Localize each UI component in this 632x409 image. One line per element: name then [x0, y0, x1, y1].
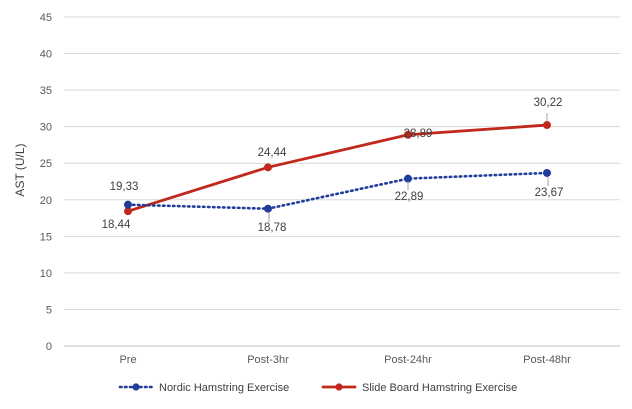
- legend-label-nordic: Nordic Hamstring Exercise: [159, 382, 289, 394]
- data-label-nordic: 18,78: [258, 222, 287, 234]
- y-tick-label: 5: [46, 304, 52, 316]
- data-point-nordic: [124, 200, 132, 209]
- y-tick-label: 10: [40, 268, 52, 280]
- data-point-slide-board: [264, 163, 272, 172]
- legend-label-slide-board: Slide Board Hamstring Exercise: [362, 382, 517, 394]
- y-tick-label: 0: [46, 341, 52, 353]
- y-tick-label: 45: [40, 12, 52, 24]
- data-label-nordic: 23,67: [535, 187, 564, 199]
- gridlines: [64, 16, 620, 347]
- data-label-slide-board: 24,44: [258, 147, 287, 159]
- data-point-slide-board: [404, 130, 412, 139]
- x-tick-label: Post-48hr: [523, 354, 571, 366]
- y-tick-label: 25: [40, 158, 52, 170]
- data-point-slide-board: [543, 121, 551, 130]
- data-label-nordic: 19,33: [110, 181, 139, 193]
- data-label-slide-board: 30,22: [534, 97, 563, 109]
- series-line-slide-board: [127, 123, 548, 213]
- x-tick-label: Post-3hr: [247, 354, 289, 366]
- legend: Nordic Hamstring Exercise Slide Board Ha…: [118, 382, 517, 394]
- y-axis-ticks: 0 5 10 15 20 25 30 35 40 45: [40, 12, 52, 353]
- series-line-nordic: [126, 171, 549, 211]
- x-tick-label: Pre: [119, 354, 136, 366]
- y-tick-label: 30: [40, 122, 52, 134]
- legend-marker-nordic: [132, 383, 140, 391]
- y-tick-label: 20: [40, 195, 52, 207]
- data-labels: 19,33 18,78 22,89 23,67 18,44 24,44 28,89 30,22: [102, 97, 564, 234]
- data-point-nordic: [264, 204, 272, 213]
- data-point-nordic: [404, 174, 412, 183]
- y-tick-label: 15: [40, 231, 52, 243]
- data-point-slide-board: [124, 207, 132, 216]
- data-label-slide-board: 18,44: [102, 219, 131, 231]
- legend-marker-slide-board: [335, 383, 343, 391]
- data-label-slide-board: 28,89: [404, 128, 433, 140]
- data-label-nordic: 22,89: [395, 191, 424, 203]
- series: [124, 121, 551, 216]
- y-axis-label: AST (U/L): [13, 143, 27, 196]
- y-tick-label: 40: [40, 49, 52, 61]
- x-axis-ticks: Pre Post-3hr Post-24hr Post-48hr: [119, 354, 571, 366]
- y-tick-label: 35: [40, 85, 52, 97]
- x-tick-label: Post-24hr: [384, 354, 432, 366]
- data-point-nordic: [543, 168, 551, 177]
